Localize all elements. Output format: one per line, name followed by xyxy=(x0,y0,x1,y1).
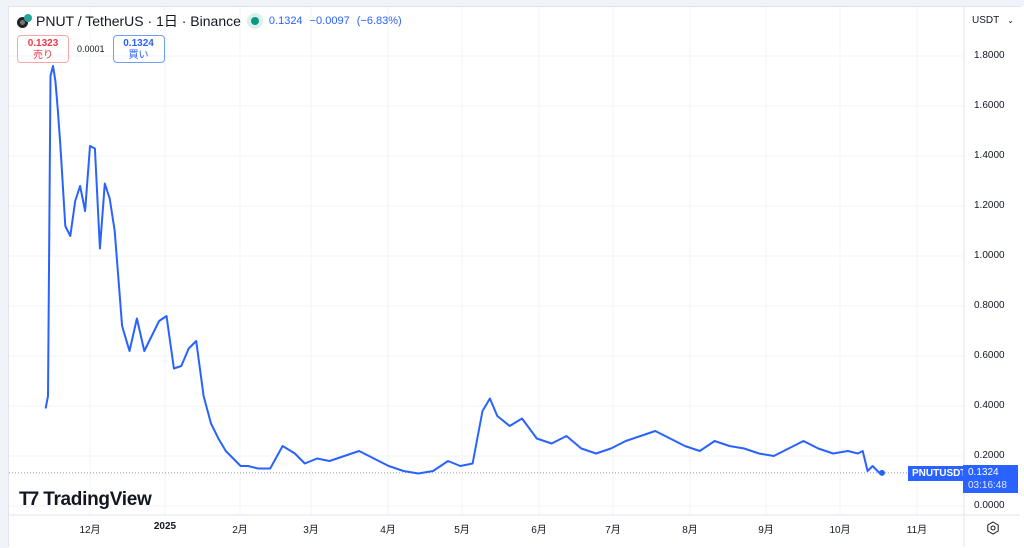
last-price-label: 0.1324 03:16:48 xyxy=(963,465,1018,493)
time-axis-label: 8月 xyxy=(682,525,698,536)
last-price: 0.1324 xyxy=(268,15,303,27)
price-change: −0.0097 xyxy=(309,15,350,27)
time-axis-label: 7月 xyxy=(605,525,621,536)
price-axis-label: 0.8000 xyxy=(974,300,1005,311)
symbol-title[interactable]: PNUT / TetherUS · 1日 · Binance xyxy=(36,13,241,29)
price-axis-label: 1.2000 xyxy=(974,200,1005,211)
spread-value: 0.0001 xyxy=(77,44,105,54)
buy-button[interactable]: 0.1324 買い xyxy=(112,35,165,63)
price-axis-label: 0.0000 xyxy=(974,500,1005,511)
sell-price: 0.1323 xyxy=(27,38,59,49)
price-axis-label: 1.0000 xyxy=(974,250,1005,261)
price-axis-label: 1.4000 xyxy=(974,150,1005,161)
price-series-line xyxy=(44,65,883,475)
price-axis-label: 1.6000 xyxy=(974,100,1005,111)
price-axis-label: 1.8000 xyxy=(974,50,1005,61)
time-axis-label: 5月 xyxy=(454,525,470,536)
price-axis-label: 0.2000 xyxy=(974,450,1005,461)
symbol-logo-icon xyxy=(17,13,32,29)
sell-label: 売り xyxy=(33,50,53,61)
last-price-value: 0.1324 xyxy=(968,467,999,478)
price-axis-label: 0.4000 xyxy=(974,400,1005,411)
buy-price: 0.1324 xyxy=(123,38,154,49)
time-axis-label: 9月 xyxy=(758,525,774,536)
currency-select[interactable]: USDT ⌄ xyxy=(968,10,1018,32)
last-price-dot xyxy=(878,469,885,476)
buy-sell-panel: 0.1323 売り 0.0001 0.1324 買い xyxy=(17,35,165,63)
time-axis-label: 10月 xyxy=(829,525,851,536)
price-axis-label: 0.6000 xyxy=(974,350,1005,361)
chart-frame xyxy=(8,6,1021,547)
bar-countdown: 03:16:48 xyxy=(968,480,1007,491)
axis-settings-icon[interactable] xyxy=(986,521,1000,535)
tradingview-logo[interactable]: T7 TradingView xyxy=(19,489,152,511)
time-axis-label: 11月 xyxy=(906,525,928,536)
symbol-legend[interactable]: PNUT / TetherUS · 1日 · Binance 0.1324 −0… xyxy=(17,11,406,31)
time-axis-label: 12月 xyxy=(79,525,101,536)
currency-label: USDT xyxy=(972,15,1000,26)
time-axis-label: 3月 xyxy=(303,525,319,536)
sell-button[interactable]: 0.1323 売り xyxy=(17,35,69,63)
logo-text: TradingView xyxy=(43,489,152,510)
time-axis-label: 2025 xyxy=(153,521,177,532)
symbol-price-label: PNUTUSDT xyxy=(908,466,971,481)
window-left-gutter xyxy=(0,0,8,548)
buy-label: 買い xyxy=(128,50,149,61)
tradingview-mark-icon: T7 xyxy=(19,489,39,510)
grid-lines xyxy=(9,7,964,515)
window-top-gutter xyxy=(0,0,1024,6)
market-open-icon xyxy=(250,17,259,25)
time-axis-label: 2月 xyxy=(232,525,248,536)
time-axis-label: 6月 xyxy=(531,525,547,536)
time-axis-label: 4月 xyxy=(380,525,396,536)
chevron-down-icon: ⌄ xyxy=(1007,16,1014,25)
price-change-pct: (−6.83%) xyxy=(356,15,402,27)
